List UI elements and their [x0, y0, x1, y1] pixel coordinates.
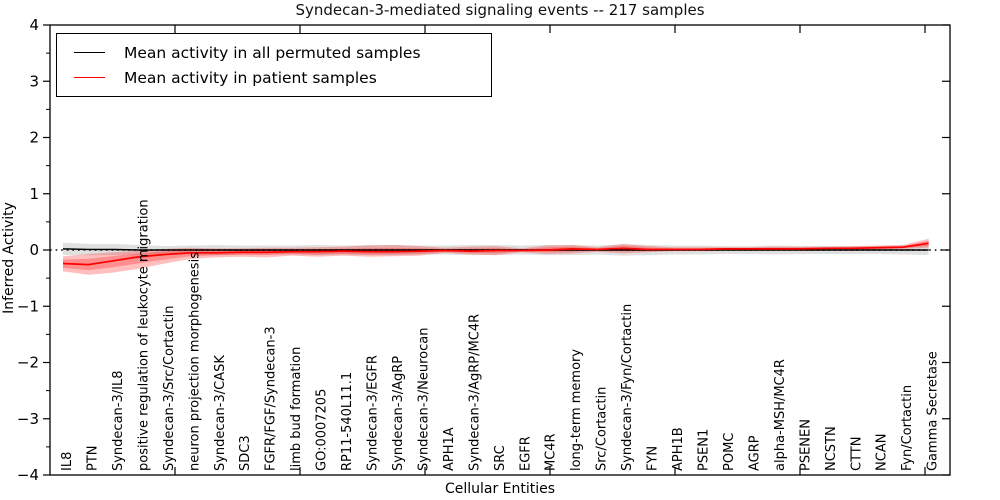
x-tick-label: positive regulation of leukocyte migrati…	[136, 199, 151, 471]
x-tick-label: PTN	[85, 445, 100, 471]
x-tick-label: Fyn/Cortactin	[900, 385, 915, 471]
patient-band	[63, 238, 929, 275]
legend-label-patient: Mean activity in patient samples	[124, 68, 377, 87]
x-tick-label: POMC	[722, 433, 737, 471]
legend-entry-patient: Mean activity in patient samples	[57, 69, 491, 87]
y-tick-label: −3	[17, 410, 39, 428]
legend: Mean activity in all permuted samples Me…	[56, 33, 492, 97]
legend-label-permuted: Mean activity in all permuted samples	[124, 43, 421, 62]
x-tick-label: Syndecan-3/AgRP	[391, 356, 406, 471]
y-tick-label: −4	[17, 466, 39, 484]
x-tick-label: PSEN1	[697, 429, 712, 471]
x-tick-label: alpha-MSH/MC4R	[773, 359, 788, 471]
x-tick-label: Syndecan-3/EGFR	[366, 355, 381, 471]
x-tick-label: Syndecan-3/CASK	[213, 355, 228, 471]
x-tick-label: Gamma Secretase	[926, 351, 941, 471]
x-tick-label: Syndecan-3/Neurocan	[416, 328, 431, 471]
x-tick-label: neuron projection morphogenesis	[187, 252, 202, 471]
y-axis-label: Inferred Activity	[1, 202, 17, 314]
x-tick-label: NCAN	[875, 434, 890, 471]
x-tick-label: GO:0007205	[315, 389, 330, 471]
x-tick-label: long-term memory	[569, 349, 584, 471]
legend-line-red-icon	[74, 77, 105, 78]
x-tick-label: SRC	[493, 445, 508, 471]
patient-mean-line	[62, 242, 929, 266]
patient-band-inner	[63, 240, 929, 271]
x-tick-label: Syndecan-3/AgRP/MC4R	[467, 314, 482, 471]
x-tick-label: EGFR	[518, 436, 533, 471]
x-axis-label: Cellular Entities	[444, 481, 556, 497]
y-tick-label: 1	[29, 185, 39, 203]
x-tick-label: FGFR/FGF/Syndecan-3	[264, 326, 279, 471]
x-tick-label: IL8	[60, 452, 75, 471]
x-tick-label: PSENEN	[798, 419, 813, 471]
x-tick-label: RP11-540L11.1	[340, 372, 355, 471]
x-tick-label: APH1A	[442, 427, 457, 471]
legend-entry-permuted: Mean activity in all permuted samples	[57, 44, 491, 62]
x-tick-label: Syndecan-3/Fyn/Cortactin	[620, 304, 635, 471]
y-tick-label: 2	[29, 129, 39, 147]
x-tick-label: AGRP	[747, 435, 762, 471]
y-tick-label: −2	[17, 354, 39, 372]
x-tick-label: CTTN	[849, 437, 864, 471]
y-tick-label: 0	[29, 241, 39, 259]
x-tick-label: APH1B	[671, 427, 686, 471]
x-tick-label: Src/Cortactin	[595, 387, 610, 471]
x-tick-label: MC4R	[544, 433, 559, 471]
x-tick-label: SDC3	[238, 435, 253, 471]
y-tick-label: −1	[17, 297, 39, 315]
y-tick-label: 3	[29, 72, 39, 90]
x-tick-label: FYN	[646, 446, 661, 471]
chart-title: Syndecan-3-mediated signaling events -- …	[295, 1, 705, 19]
x-tick-label: limb bud formation	[289, 347, 304, 471]
y-tick-label: 4	[29, 16, 39, 34]
x-tick-label: NCSTN	[824, 426, 839, 471]
legend-line-black-icon	[74, 52, 105, 53]
x-tick-label: Syndecan-3/IL8	[111, 371, 126, 471]
x-tick-label: Syndecan-3/Src/Cortactin	[162, 305, 177, 471]
